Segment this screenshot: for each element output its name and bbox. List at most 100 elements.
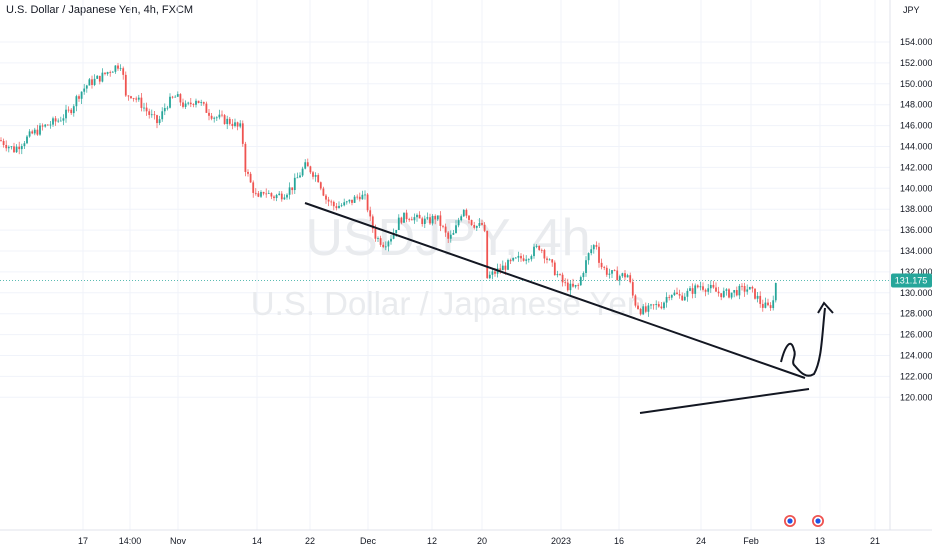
candle-body <box>288 187 291 195</box>
projection-arrow-path[interactable] <box>780 307 826 377</box>
candle-body <box>761 303 764 308</box>
candle-body <box>340 205 343 207</box>
candle-body <box>569 283 572 291</box>
candle-body <box>18 146 21 150</box>
candle-body <box>566 282 569 291</box>
candle-body <box>709 284 712 289</box>
candle-body <box>301 168 304 176</box>
candle-body <box>7 146 10 149</box>
projection-arrow-head[interactable] <box>817 301 834 314</box>
candle-body <box>423 218 426 225</box>
y-tick-label: 134.000 <box>900 246 932 256</box>
candle-body <box>93 78 96 85</box>
candle-body <box>574 284 577 287</box>
us-event-flag-icon[interactable] <box>812 515 824 527</box>
candle-body <box>114 65 117 72</box>
candle-body <box>473 224 476 228</box>
us-event-flag-icon[interactable] <box>784 515 796 527</box>
candle-body <box>78 96 80 99</box>
candle-body <box>410 219 413 221</box>
candle-body <box>595 245 598 247</box>
candle-body <box>345 201 348 203</box>
candle-body <box>470 219 473 225</box>
user-drawings[interactable] <box>304 202 834 414</box>
candle-body <box>364 194 366 196</box>
candle-body <box>572 283 574 287</box>
time-axis[interactable]: 17 14:00 Nov 14 22 Dec 12 20 2023 16 24 Feb 13 21 <box>78 536 880 546</box>
candle-body <box>249 173 252 183</box>
y-tick-label: 122.000 <box>900 371 932 381</box>
candle-body <box>83 88 86 92</box>
candle-body <box>280 193 283 200</box>
candle-body <box>291 187 294 191</box>
candle-body <box>735 290 738 296</box>
candle-body <box>392 232 395 239</box>
candle-body <box>36 129 39 135</box>
candle-body <box>741 285 743 287</box>
candlestick-series <box>0 63 777 317</box>
candle-body <box>184 103 187 107</box>
x-tick-label: 14:00 <box>119 536 142 546</box>
candle-body <box>676 292 678 295</box>
candle-body <box>759 295 762 304</box>
candle-body <box>457 220 460 226</box>
candle-body <box>579 277 582 286</box>
candle-body <box>540 249 543 251</box>
candle-body <box>361 194 364 200</box>
candle-body <box>374 228 377 239</box>
candle-body <box>49 124 52 126</box>
candle-body <box>455 225 457 234</box>
candle-body <box>124 74 127 96</box>
candle-body <box>608 273 611 275</box>
y-tick-label: 144.000 <box>900 142 932 152</box>
candle-body <box>205 103 208 113</box>
y-tick-label: 138.000 <box>900 204 932 214</box>
candle-body <box>57 120 60 122</box>
candle-body <box>379 238 382 245</box>
candle-body <box>88 79 91 86</box>
candle-body <box>5 144 8 149</box>
y-tick-label: 120.000 <box>900 392 932 402</box>
candle-body <box>273 196 275 199</box>
candle-body <box>163 108 166 112</box>
candle-body <box>439 215 442 226</box>
price-axis[interactable]: 120.000 122.000 124.000 126.000 128.000 130.0… <box>900 37 932 402</box>
candle-body <box>644 306 647 312</box>
economic-events[interactable] <box>784 515 824 527</box>
x-tick-label: 12 <box>427 536 437 546</box>
candle-body <box>335 206 338 209</box>
candle-body <box>564 282 567 284</box>
candle-body <box>41 125 44 127</box>
candle-body <box>241 123 244 144</box>
candle-body <box>150 114 153 116</box>
candle-body <box>239 123 242 127</box>
candle-body <box>104 72 106 74</box>
candle-body <box>208 112 210 116</box>
x-tick-label: 21 <box>870 536 880 546</box>
candle-body <box>338 205 340 209</box>
candle-body <box>452 233 455 235</box>
y-tick-label: 148.000 <box>900 100 932 110</box>
candle-body <box>228 118 231 124</box>
candle-body <box>436 215 439 220</box>
candle-body <box>603 267 606 268</box>
x-tick-label: 22 <box>305 536 315 546</box>
candle-body <box>748 286 751 290</box>
candle-body <box>218 114 221 118</box>
candle-body <box>174 96 177 98</box>
candle-body <box>460 216 463 221</box>
candle-body <box>553 262 556 276</box>
candle-body <box>348 199 351 202</box>
candle-body <box>585 260 587 273</box>
candle-body <box>23 143 26 147</box>
candle-body <box>234 122 236 127</box>
candle-body <box>501 265 504 271</box>
descending-trendline[interactable] <box>304 202 806 379</box>
candle-body <box>683 296 686 301</box>
candle-body <box>670 295 673 298</box>
candle-body <box>44 124 47 127</box>
candle-body <box>343 202 346 206</box>
ascending-trendline[interactable] <box>639 388 810 414</box>
candle-body <box>148 111 151 115</box>
